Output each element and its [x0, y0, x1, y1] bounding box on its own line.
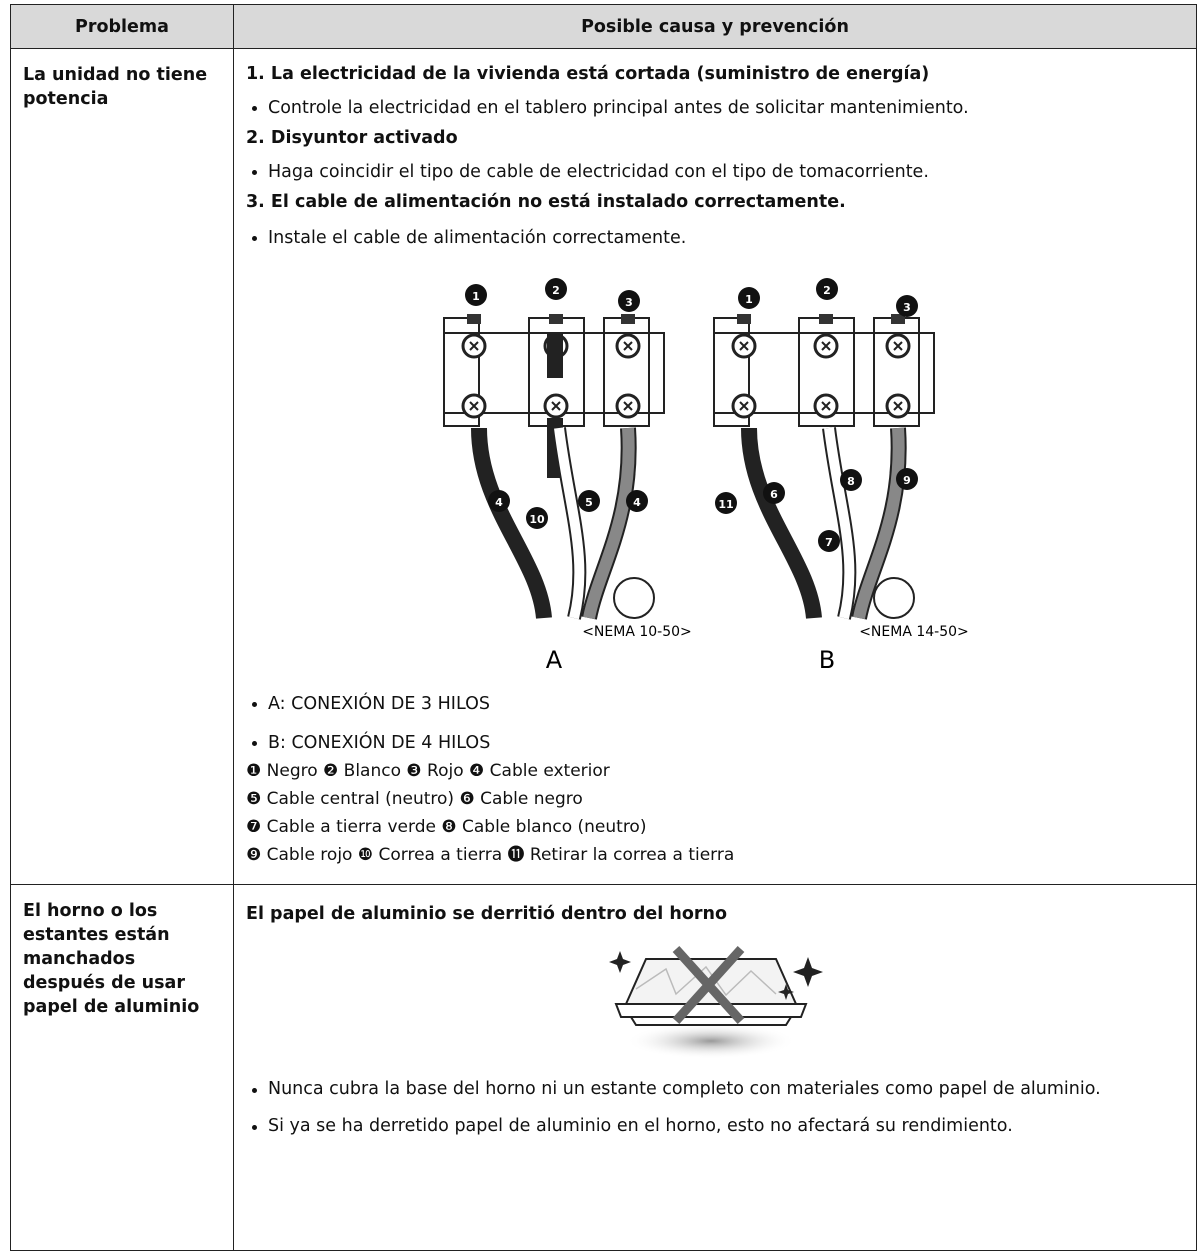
- screw-x: [821, 401, 831, 411]
- callout: [816, 278, 838, 300]
- screw-x: [623, 401, 633, 411]
- callout-label: 10: [529, 513, 545, 526]
- troubleshooting-table: Problema Posible causa y prevención La un…: [10, 4, 1197, 1251]
- diagram-label: A: [546, 646, 563, 674]
- legend-line: ❾ Cable rojo ❿ Correa a tierra ⓫ Retirar…: [246, 845, 735, 865]
- note-text: B: CONEXIÓN DE 4 HILOS: [268, 733, 491, 753]
- bullet-dot: [252, 106, 257, 111]
- wire-end: [891, 314, 905, 324]
- plug-label: <NEMA 10-50>: [582, 624, 692, 640]
- problem: La unidad no tiene potencia: [10, 48, 234, 885]
- note: A: CONEXIÓN DE 3 HILOS: [246, 691, 1184, 717]
- plug-label: <NEMA 14-50>: [859, 624, 969, 640]
- header: Posible causa y prevención: [233, 4, 1197, 49]
- cause-title: 2. Disyuntor activado: [246, 128, 458, 148]
- callout: [715, 492, 737, 514]
- callout-label: 2: [823, 284, 831, 297]
- callout-label: 3: [903, 301, 911, 314]
- callout: [578, 490, 600, 512]
- note: B: CONEXIÓN DE 4 HILOS: [246, 730, 1184, 756]
- callout-label: 2: [552, 284, 560, 297]
- callout-label: 7: [825, 536, 833, 549]
- callout: [626, 490, 648, 512]
- callout: [896, 468, 918, 490]
- wire-end: [621, 314, 635, 324]
- legend-line: ❼ Cable a tierra verde ❽ Cable blanco (n…: [246, 817, 647, 837]
- screw-x: [469, 401, 479, 411]
- bullet: Controle la electricidad en el tablero p…: [246, 95, 1184, 121]
- cause-title: 1. La electricidad de la vivienda está c…: [246, 64, 930, 84]
- callout: [526, 507, 548, 529]
- screw-x: [739, 401, 749, 411]
- legend-line: ❶ Negro ❷ Blanco ❸ Rojo ❹ Cable exterior: [246, 761, 610, 781]
- callout: [818, 530, 840, 552]
- cause-title: 3. El cable de alimentación no está inst…: [246, 192, 846, 212]
- wire-end: [737, 314, 751, 324]
- cable-red-in: [853, 427, 905, 620]
- outlet: [613, 577, 655, 619]
- outlet: [873, 577, 915, 619]
- callout-label: 4: [633, 496, 641, 509]
- callout: [896, 295, 918, 317]
- bullet-text: Nunca cubra la base del horno ni un esta…: [268, 1079, 1101, 1099]
- wiring-diagram: 1 2 3 4 10 5 4 <NEMA 10-50> A 1 2 3 11 6 8 9 7 <NEMA 14-5…: [443, 278, 969, 674]
- bullet-text: Controle la electricidad en el tablero p…: [268, 98, 969, 118]
- foil-illustration: [609, 945, 823, 1059]
- callout-label: 4: [495, 496, 503, 509]
- screw-x: [893, 341, 903, 351]
- bullet: Si ya se ha derretido papel de aluminio …: [246, 1114, 1184, 1139]
- bullet-text: Instale el cable de alimentación correct…: [268, 228, 687, 248]
- bullet-dot: [252, 170, 257, 175]
- callout: [618, 290, 640, 312]
- wire-end: [549, 314, 563, 324]
- screw-x: [739, 341, 749, 351]
- callout-label: 11: [718, 498, 733, 511]
- solution-cell: 1. La electricidad de la vivienda está c…: [233, 48, 1197, 885]
- bullet: Instale el cable de alimentación correct…: [246, 225, 1184, 251]
- callout-label: 1: [472, 290, 480, 303]
- screw-x: [893, 401, 903, 411]
- callout-label: 3: [625, 296, 633, 309]
- legend-line: ❺ Cable central (neutro) ❻ Cable negro: [246, 789, 583, 809]
- wire-end: [467, 314, 481, 324]
- screw-x: [551, 401, 561, 411]
- solution-cell: El papel de aluminio se derritió dentro …: [233, 884, 1197, 1251]
- wire-end: [819, 314, 833, 324]
- diagram-label: B: [819, 646, 835, 674]
- callout-label: 6: [770, 488, 778, 501]
- callout: [763, 482, 785, 504]
- bullet-text: Haga coincidir el tipo de cable de elect…: [268, 162, 929, 182]
- cause-title: El papel de aluminio se derritió dentro …: [246, 904, 727, 924]
- screw-x: [623, 341, 633, 351]
- screw-x: [469, 341, 479, 351]
- callout: [738, 287, 760, 309]
- callout-label: 8: [847, 475, 855, 488]
- cable-black: [471, 427, 552, 619]
- ground-strap: [547, 334, 563, 378]
- callout: [465, 284, 487, 306]
- callout-label: 9: [903, 474, 911, 487]
- note-text: A: CONEXIÓN DE 3 HILOS: [268, 694, 490, 714]
- header: Problema: [10, 4, 234, 49]
- cable-black: [741, 427, 822, 619]
- cable-white-in: [824, 427, 855, 620]
- callout: [545, 278, 567, 300]
- callout-label: 5: [585, 496, 593, 509]
- bullet: Nunca cubra la base del horno ni un esta…: [246, 1077, 1184, 1102]
- problem: El horno o los estantes están manchados …: [10, 884, 234, 1251]
- callout: [840, 469, 862, 491]
- callout-label: 1: [745, 293, 753, 306]
- cable-white-in: [554, 427, 585, 620]
- bullet: Haga coincidir el tipo de cable de elect…: [246, 159, 1184, 185]
- bullet-text: Si ya se ha derretido papel de aluminio …: [268, 1116, 1013, 1136]
- cable-red-in: [583, 427, 635, 620]
- bullet-dot: [252, 236, 257, 241]
- callout: [488, 490, 510, 512]
- screw-x: [821, 341, 831, 351]
